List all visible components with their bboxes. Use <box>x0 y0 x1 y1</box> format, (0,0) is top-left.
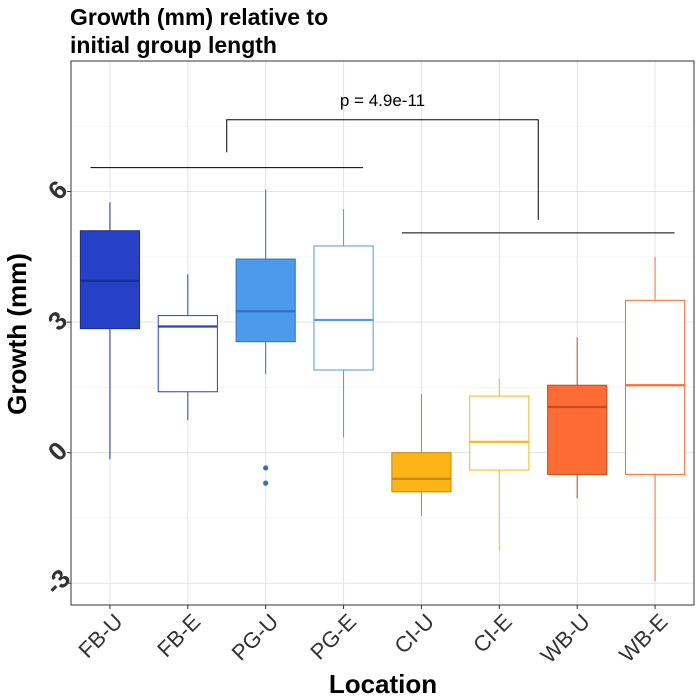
box-pg-u <box>235 189 296 486</box>
x-tick-label: FB-U <box>74 609 128 663</box>
box-iqr <box>157 315 218 393</box>
plot-panel-border <box>70 60 695 606</box>
box-fb-u <box>79 202 141 460</box>
chart-title-line-1: Growth (mm) relative to <box>70 4 328 30</box>
box-wb-e <box>624 256 686 582</box>
box-iqr <box>469 395 530 471</box>
box-ci-e <box>469 378 530 551</box>
x-tick-label: CI-U <box>389 609 439 659</box>
plot-layer <box>79 189 686 582</box>
comparison-bracket <box>226 119 539 220</box>
outlier-point <box>263 465 269 471</box>
box-iqr <box>391 452 452 493</box>
box-fb-e <box>157 274 218 421</box>
x-tick-label: PG-E <box>305 609 361 665</box>
box-iqr <box>313 245 374 371</box>
x-tick-label: WB-U <box>536 609 595 668</box>
box-iqr <box>624 299 686 475</box>
x-tick-label: PG-U <box>227 609 284 666</box>
x-tick-label: FB-E <box>152 609 205 662</box>
x-tick-label: WB-E <box>614 609 672 667</box>
y-axis-title: Growth (mm) <box>2 253 32 415</box>
box-iqr <box>235 258 296 343</box>
box-pg-e <box>313 208 374 438</box>
x-tick-labels: FB-U FB-E PG-U PG-E CI-U CI-E WB-U WB-E <box>74 605 673 668</box>
outlier-point <box>263 480 269 486</box>
y-tick-label: 6 <box>42 174 73 205</box>
y-tick-label: 0 <box>42 435 73 466</box>
y-tick-label: 3 <box>42 305 73 336</box>
annotation-layer: p = 4.9e-11 <box>90 91 675 234</box>
box-ci-u <box>391 393 452 516</box>
box-iqr <box>547 384 608 475</box>
chart-title-line-2: initial group length <box>70 32 277 58</box>
x-tick-label: CI-E <box>468 609 517 658</box>
x-axis-title: Location <box>329 669 437 699</box>
p-value-label: p = 4.9e-11 <box>340 91 425 110</box>
box-wb-u <box>547 337 608 499</box>
